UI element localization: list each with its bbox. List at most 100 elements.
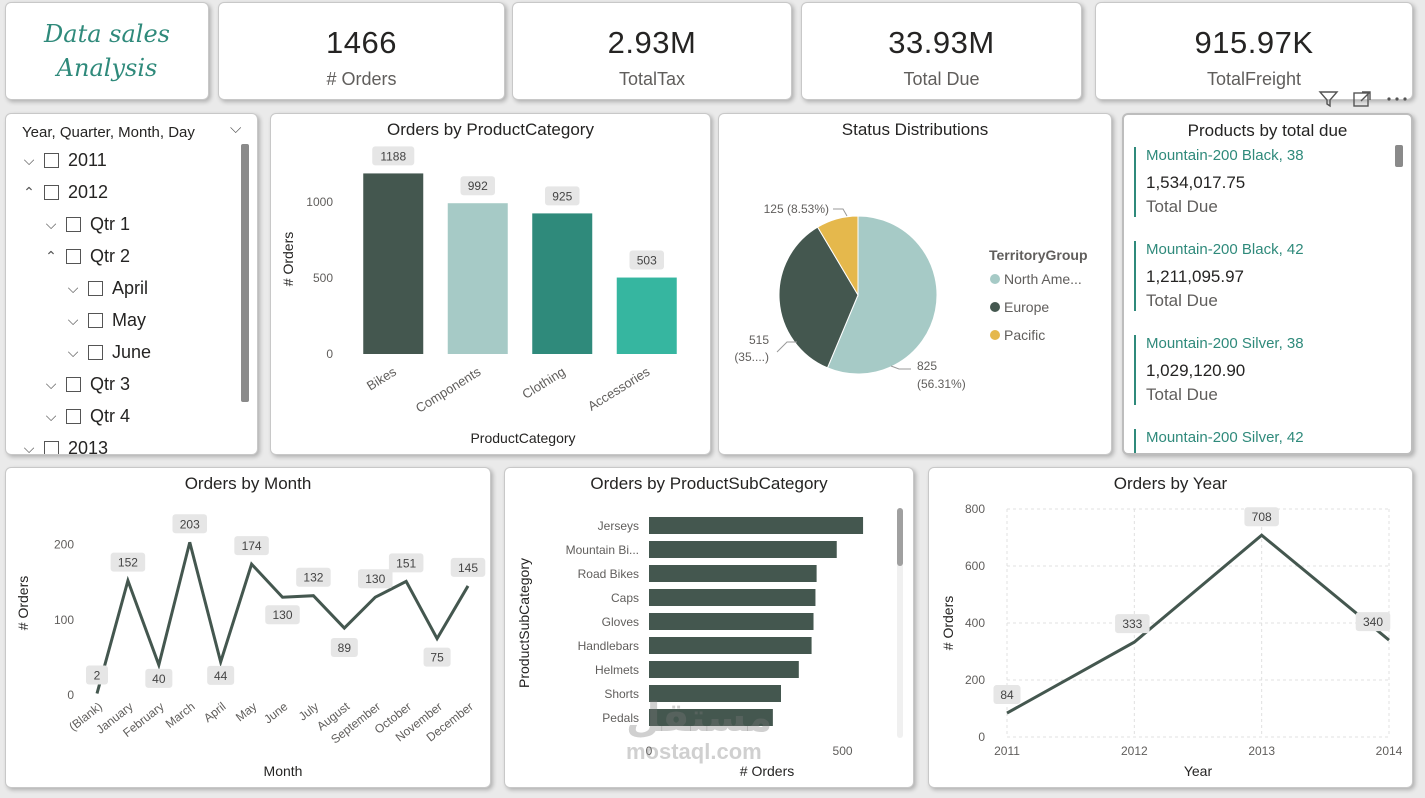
- data-label: 340: [1363, 615, 1383, 629]
- y-tick-label: 800: [965, 502, 985, 516]
- chevron-down-icon[interactable]: ⌵: [45, 407, 57, 424]
- bar: [649, 589, 816, 606]
- data-label: 152: [118, 556, 138, 570]
- y-tick-label: 1000: [306, 195, 333, 209]
- slicer-item[interactable]: ⌵ April: [62, 274, 148, 302]
- chevron-down-icon[interactable]: ⌵: [23, 151, 35, 168]
- y-tick-label: Caps: [611, 591, 639, 605]
- watermark-arabic: مستقل: [626, 695, 773, 741]
- y-tick-label: 0: [978, 730, 985, 744]
- chevron-up-icon[interactable]: ⌃: [23, 183, 35, 200]
- slicer-item-label: June: [112, 341, 152, 362]
- data-label-bg: [388, 553, 424, 573]
- kpi-card-total-tax[interactable]: 2.93M TotalTax: [512, 2, 792, 100]
- product-value-label: Total Due: [1146, 291, 1218, 310]
- product-name: Mountain-200 Black, 42: [1146, 241, 1304, 258]
- kpi-card-total-freight[interactable]: 915.97K TotalFreight: [1095, 2, 1413, 100]
- data-label-bg: [450, 557, 486, 577]
- product-accent-bar: [1134, 429, 1136, 453]
- y-tick-label: Road Bikes: [578, 567, 639, 581]
- y-tick-label: 600: [965, 559, 985, 573]
- slicer-item[interactable]: ⌵ June: [62, 338, 151, 366]
- slicer-checkbox[interactable]: [88, 312, 103, 328]
- chevron-down-icon[interactable]: ⌵: [45, 375, 57, 392]
- orders-by-category-chart[interactable]: Orders by ProductCategory 0 500 1000 # Orde…: [270, 113, 711, 455]
- data-label-bg: [1244, 507, 1279, 527]
- data-label: 925: [552, 189, 572, 203]
- product-accent-bar: [1134, 335, 1136, 405]
- chevron-down-icon[interactable]: ⌵: [230, 120, 242, 137]
- kpi-value: 33.93M: [888, 25, 995, 60]
- y-tick-label: Shorts: [604, 687, 639, 701]
- kpi-card-total-due[interactable]: 33.93M Total Due: [801, 2, 1082, 100]
- slice-percent-label: (56.31%): [917, 377, 966, 391]
- series-line: [95, 541, 470, 694]
- slicer-checkbox[interactable]: [44, 152, 59, 168]
- slicer-item[interactable]: ⌵ 2011: [18, 146, 107, 174]
- date-hierarchy-slicer[interactable]: Year, Quarter, Month, Day ⌵ ⌵ 2011 ⌃ 2012 ⌵ Q…: [5, 113, 258, 455]
- bar: [616, 277, 677, 354]
- card-title: Products by total due: [1187, 121, 1348, 140]
- x-tick-label: Components: [413, 364, 484, 416]
- status-distribution-chart[interactable]: Status Distributions 825 (56.31%) 515 (35..…: [718, 113, 1112, 455]
- products-by-total-due-card[interactable]: Products by total due Mountain-200 Black…: [1122, 113, 1413, 455]
- more-options-icon[interactable]: [1385, 89, 1409, 109]
- y-tick-label: Handlebars: [578, 639, 639, 653]
- chevron-down-icon[interactable]: ⌵: [67, 343, 79, 360]
- orders-by-subcategory-chart[interactable]: Orders by ProductSubCategory Jerseys Moun…: [504, 467, 914, 788]
- slicer-item[interactable]: ⌵ Qtr 3: [40, 370, 130, 398]
- slicer-checkbox[interactable]: [88, 344, 103, 360]
- slicer-item[interactable]: ⌃ Qtr 2: [40, 242, 130, 270]
- filter-icon[interactable]: [1318, 89, 1340, 109]
- status-distribution-svg: 825 (56.31%) 515 (35....) 125 (8.53%) Territo…: [734, 202, 1087, 391]
- product-value: 1,211,095.97: [1146, 267, 1244, 286]
- legend-marker: [990, 330, 1000, 340]
- chevron-down-icon[interactable]: ⌵: [23, 439, 35, 455]
- chevron-down-icon[interactable]: ⌵: [67, 279, 79, 296]
- y-tick-label: Jerseys: [598, 519, 639, 533]
- legend-label: Europe: [1004, 299, 1049, 315]
- slicer-item[interactable]: ⌵ Qtr 4: [40, 402, 130, 430]
- slicer-checkbox[interactable]: [44, 440, 59, 454]
- orders-by-month-chart[interactable]: Orders by Month 0 100 200 # Orders 2 (Blank) 1…: [5, 467, 491, 788]
- slicer-item[interactable]: ⌵ 2013: [18, 434, 109, 455]
- data-label: 708: [1252, 510, 1272, 524]
- bar: [649, 517, 864, 534]
- slicer-item-label: 2013: [68, 437, 109, 455]
- x-tick-label: Accessories: [585, 364, 653, 414]
- series-line: [1006, 533, 1390, 715]
- slicer-item-label: Qtr 2: [90, 245, 131, 266]
- slicer-checkbox[interactable]: [66, 248, 81, 264]
- chevron-down-icon[interactable]: ⌵: [45, 215, 57, 232]
- slicer-checkbox[interactable]: [44, 184, 59, 200]
- product-value-label: Total Due: [1146, 197, 1218, 216]
- chevron-down-icon[interactable]: ⌵: [67, 311, 79, 328]
- data-label: 503: [637, 254, 657, 268]
- chart-title: Status Distributions: [841, 120, 989, 139]
- chart-title: Orders by Month: [184, 474, 312, 493]
- card-scrollbar[interactable]: [1395, 145, 1403, 167]
- focus-mode-icon[interactable]: [1352, 89, 1374, 109]
- data-label-bg: [423, 647, 451, 667]
- kpi-label: # Orders: [326, 69, 397, 89]
- data-label: 130: [365, 572, 385, 586]
- kpi-card-orders[interactable]: 1466 # Orders: [218, 2, 505, 100]
- data-label-bg: [1355, 612, 1391, 632]
- y-tick-label: 500: [313, 271, 333, 285]
- x-tick-label: May: [233, 699, 259, 724]
- slicer-item[interactable]: ⌃ 2012: [18, 178, 108, 206]
- orders-by-year-chart[interactable]: Orders by Year 0 200 400 600 800 2011 2012 2013…: [928, 467, 1413, 788]
- orders-by-subcategory-svg: Jerseys Mountain Bi... Road Bikes Caps Glove…: [516, 508, 903, 779]
- slicer-checkbox[interactable]: [88, 280, 103, 296]
- slicer-item[interactable]: ⌵ May: [62, 306, 146, 334]
- slicer-item[interactable]: ⌵ Qtr 1: [40, 210, 130, 238]
- bar: [649, 565, 817, 582]
- slicer-checkbox[interactable]: [66, 376, 81, 392]
- slicer-checkbox[interactable]: [66, 216, 81, 232]
- slicer-checkbox[interactable]: [66, 408, 81, 424]
- chevron-up-icon[interactable]: ⌃: [45, 247, 57, 264]
- scrollbar-thumb: [897, 508, 903, 566]
- slicer-scrollbar[interactable]: [241, 144, 249, 402]
- report-title-line2: Analysis: [56, 54, 158, 82]
